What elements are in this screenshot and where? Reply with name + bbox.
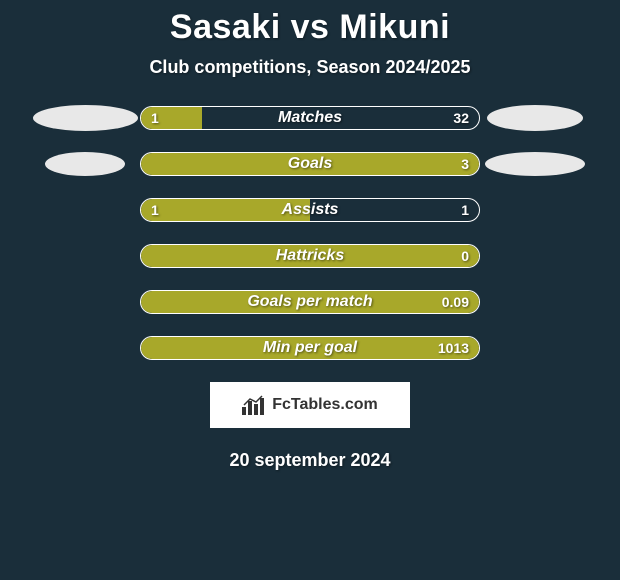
logo-slot-left — [30, 105, 140, 131]
comparison-infographic: Sasaki vs Mikuni Club competitions, Seas… — [0, 0, 620, 471]
stat-row: 1 Matches 32 — [0, 106, 620, 130]
fctables-text: FcTables.com — [272, 396, 378, 414]
page-title: Sasaki vs Mikuni — [0, 8, 620, 47]
team-logo-left — [45, 152, 125, 176]
bar-fill-left — [141, 153, 479, 175]
stat-bar: Goals per match 0.09 — [140, 290, 480, 314]
stat-row: Min per goal 1013 — [0, 336, 620, 360]
stat-right-value: 32 — [453, 107, 469, 129]
page-subtitle: Club competitions, Season 2024/2025 — [0, 57, 620, 78]
stat-row: Hattricks 0 — [0, 244, 620, 268]
stat-bar: 1 Matches 32 — [140, 106, 480, 130]
stat-bar: Min per goal 1013 — [140, 336, 480, 360]
logo-slot-left — [30, 152, 140, 176]
logo-slot-right — [480, 105, 590, 131]
stat-bars: 1 Matches 32 Goals 3 — [0, 106, 620, 360]
fctables-box: FcTables.com — [210, 382, 410, 428]
bar-fill-left — [141, 199, 310, 221]
fctables-attribution: FcTables.com — [0, 382, 620, 428]
bar-chart-icon — [242, 395, 266, 415]
bar-fill-left — [141, 107, 202, 129]
stat-bar: Goals 3 — [140, 152, 480, 176]
stat-bar: 1 Assists 1 — [140, 198, 480, 222]
bar-fill-left — [141, 337, 479, 359]
team-logo-right — [485, 152, 585, 176]
stat-row: Goals 3 — [0, 152, 620, 176]
stat-row: Goals per match 0.09 — [0, 290, 620, 314]
team-logo-left — [33, 105, 138, 131]
stat-right-value: 1 — [461, 199, 469, 221]
stat-bar: Hattricks 0 — [140, 244, 480, 268]
bar-fill-left — [141, 291, 479, 313]
date-text: 20 september 2024 — [0, 450, 620, 471]
team-logo-right — [487, 105, 583, 131]
bar-fill-left — [141, 245, 479, 267]
stat-row: 1 Assists 1 — [0, 198, 620, 222]
logo-slot-right — [480, 152, 590, 176]
